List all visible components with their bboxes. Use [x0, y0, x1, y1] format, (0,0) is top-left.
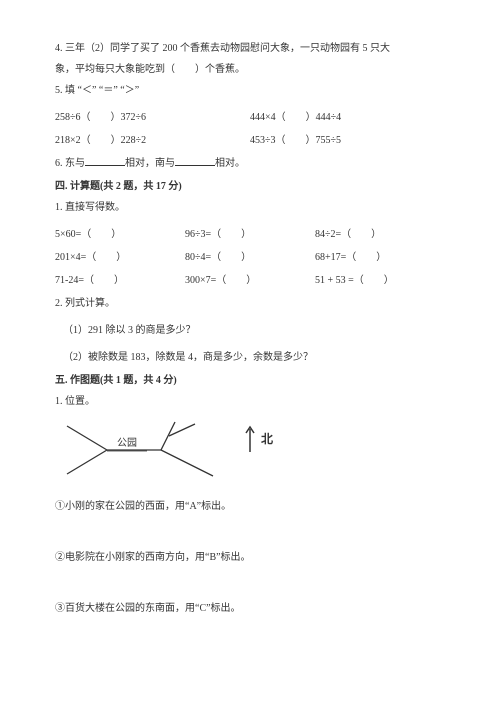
north-arrow-icon	[243, 424, 257, 454]
q5-r2-c1: 218×2（ ）228÷2	[55, 132, 250, 149]
q4-line-b: 象，平均每只大象能吃到（ ）个香蕉。	[55, 61, 445, 78]
sec4-row2: 201×4=（ ） 80÷4=（ ） 68+17=（ ）	[55, 249, 445, 266]
sec4-r1-c2: 96÷3=（ ）	[185, 226, 315, 243]
sec4-r3-c1: 71-24=（ ）	[55, 272, 185, 289]
sec4-r3-c3: 51 + 53 =（ ）	[315, 272, 445, 289]
q5-row1: 258÷6（ ）372÷6 444×4（ ）444÷4	[55, 109, 445, 126]
sec4-r3-c2: 300×7=（ ）	[185, 272, 315, 289]
q6-prefix: 6. 东与	[55, 158, 85, 169]
north-indicator: 北	[243, 424, 273, 454]
sec4-r1-c3: 84÷2=（ ）	[315, 226, 445, 243]
q5-heading: 5. 填 “＜” “＝” “＞”	[55, 82, 445, 99]
sec4-heading: 四. 计算题(共 2 题，共 17 分)	[55, 178, 445, 195]
q6-mid: 相对，南与	[125, 158, 175, 169]
sec4-sub2: 2. 列式计算。	[55, 295, 445, 312]
sec4-row1: 5×60=（ ） 96÷3=（ ） 84÷2=（ ）	[55, 226, 445, 243]
park-label-text: 公园	[117, 437, 137, 449]
sec4-p1: （1）291 除以 3 的商是多少？	[55, 322, 445, 339]
park-diagram: 公园 北	[61, 418, 445, 478]
sec5-d2: ②电影院在小刚家的西南方向，用“B”标出。	[55, 549, 445, 566]
q5-row2: 218×2（ ）228÷2 453÷3（ ）755÷5	[55, 132, 445, 149]
q6-line: 6. 东与 相对，南与 相对。	[55, 155, 445, 172]
sec4-row3: 71-24=（ ） 300×7=（ ） 51 + 53 =（ ）	[55, 272, 445, 289]
sec4-p2: （2）被除数是 183，除数是 4，商是多少，余数是多少？	[55, 349, 445, 366]
sec4-r2-c3: 68+17=（ ）	[315, 249, 445, 266]
q6-blank2[interactable]	[175, 157, 215, 166]
q5-r1-c1: 258÷6（ ）372÷6	[55, 109, 250, 126]
sec5-d3: ③百货大楼在公园的东南面，用“C”标出。	[55, 600, 445, 617]
sec4-sub1: 1. 直接写得数。	[55, 199, 445, 216]
q5-r1-c2: 444×4（ ）444÷4	[250, 109, 445, 126]
q6-suffix: 相对。	[215, 158, 245, 169]
park-svg: 公园	[61, 418, 221, 478]
sec4-r2-c1: 201×4=（ ）	[55, 249, 185, 266]
sec5-d1: ①小刚的家在公园的西面，用“A”标出。	[55, 498, 445, 515]
sec5-sub1: 1. 位置。	[55, 393, 445, 410]
sec4-r1-c1: 5×60=（ ）	[55, 226, 185, 243]
north-label: 北	[261, 429, 273, 449]
sec4-r2-c2: 80÷4=（ ）	[185, 249, 315, 266]
sec5-heading: 五. 作图题(共 1 题，共 4 分)	[55, 372, 445, 389]
q4-line-a: 4. 三年（2）同学了买了 200 个香蕉去动物园慰问大象，一只动物园有 5 只…	[55, 40, 445, 57]
q5-r2-c2: 453÷3（ ）755÷5	[250, 132, 445, 149]
q6-blank1[interactable]	[85, 157, 125, 166]
